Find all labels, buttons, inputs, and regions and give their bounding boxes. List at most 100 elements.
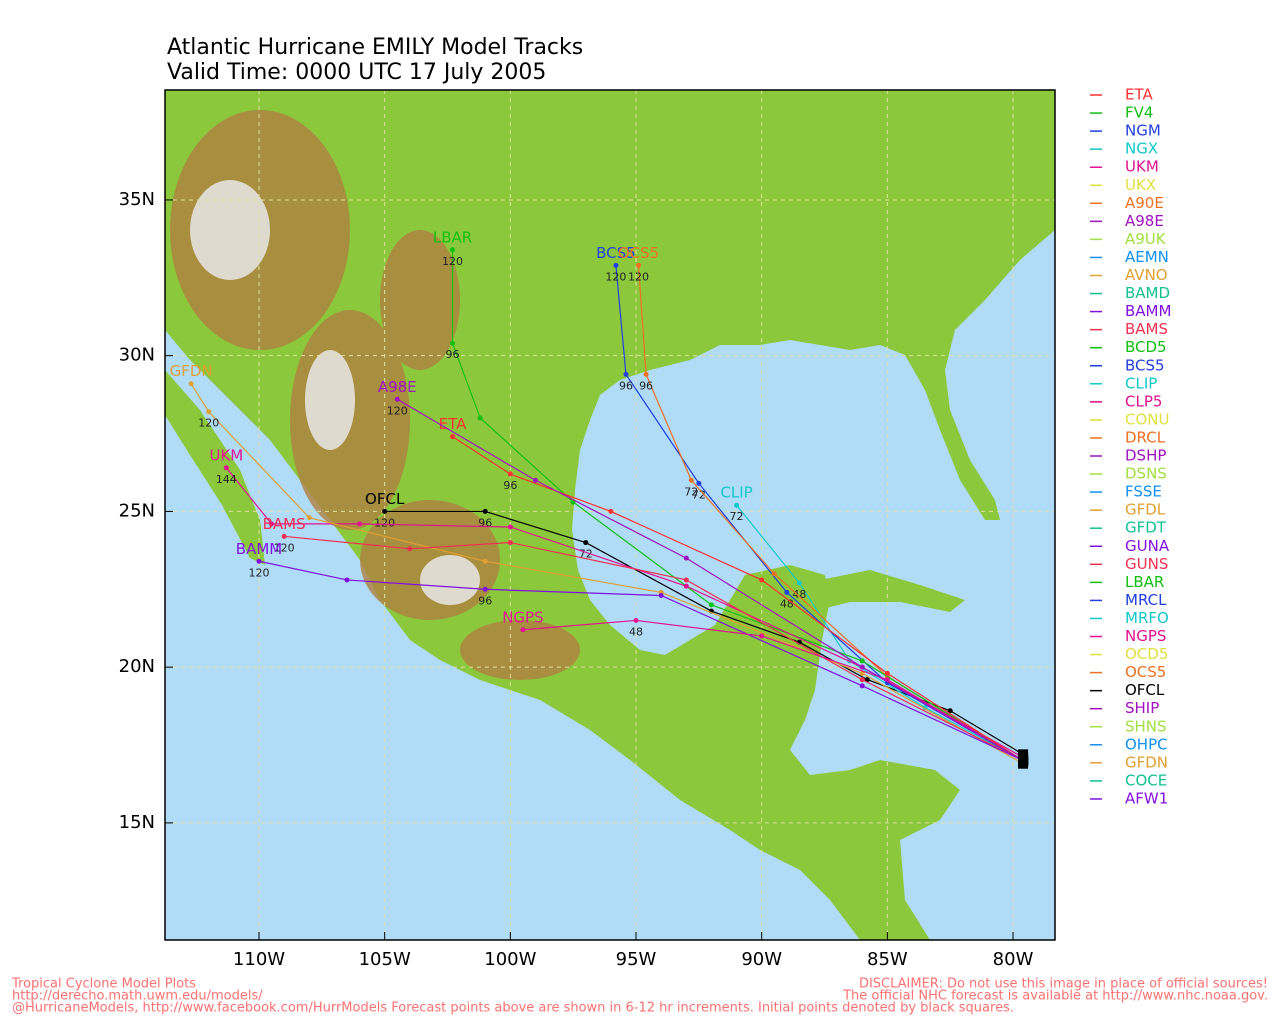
forecast-point bbox=[623, 371, 629, 377]
legend-entry: DSNS bbox=[1125, 465, 1167, 483]
track-label: CLIP bbox=[720, 484, 752, 502]
legend-entry: NGPS bbox=[1125, 627, 1166, 645]
forecast-hour: 48 bbox=[792, 588, 806, 601]
x-tick-label: 90W bbox=[741, 949, 782, 970]
forecast-point bbox=[583, 540, 589, 546]
forecast-point bbox=[859, 670, 865, 676]
title: Atlantic Hurricane EMILY Model Tracks bbox=[167, 35, 583, 60]
track-label: ETA bbox=[439, 415, 467, 433]
legend-entry: CLP5 bbox=[1125, 392, 1162, 410]
forecast-point bbox=[796, 580, 802, 586]
forecast-point bbox=[613, 262, 619, 268]
forecast-point bbox=[608, 508, 614, 514]
track-label: BAMS bbox=[263, 515, 306, 533]
legend-entry: NGM bbox=[1125, 122, 1161, 140]
legend-entry: CONU bbox=[1125, 410, 1169, 428]
legend-entry: MRCL bbox=[1125, 591, 1167, 609]
legend-entry: BAMD bbox=[1125, 284, 1170, 302]
legend-entry: MRFO bbox=[1125, 609, 1169, 627]
footer-right: DISCLAIMER: Do not use this image in pla… bbox=[859, 977, 1268, 992]
forecast-point bbox=[636, 262, 642, 268]
forecast-hour: 120 bbox=[442, 255, 463, 268]
legend-entry: AEMN bbox=[1125, 248, 1169, 266]
legend-entry: SHIP bbox=[1125, 699, 1159, 717]
y-tick-label: 20N bbox=[119, 656, 155, 677]
forecast-point bbox=[683, 555, 689, 561]
forecast-hour: 96 bbox=[503, 479, 517, 492]
forecast-point bbox=[477, 415, 483, 421]
forecast-point bbox=[683, 583, 689, 589]
forecast-point bbox=[859, 664, 865, 670]
forecast-point bbox=[771, 571, 777, 577]
forecast-hour: 72 bbox=[730, 510, 744, 523]
forecast-point bbox=[507, 471, 513, 477]
forecast-hour: 96 bbox=[619, 379, 633, 392]
x-tick-label: 100W bbox=[484, 949, 536, 970]
legend-entry: GFDN bbox=[1125, 753, 1168, 771]
y-tick-label: 15N bbox=[119, 812, 155, 833]
legend-entry: GFDL bbox=[1125, 501, 1166, 519]
forecast-point bbox=[407, 546, 413, 552]
forecast-point bbox=[306, 515, 312, 521]
forecast-point bbox=[683, 577, 689, 583]
subtitle: Valid Time: 0000 UTC 17 July 2005 bbox=[167, 60, 546, 85]
footer-left: @HurricaneModels, http://www.facebook.co… bbox=[12, 1001, 1014, 1016]
forecast-point bbox=[633, 617, 639, 623]
forecast-point bbox=[482, 558, 488, 564]
footer-left: Tropical Cyclone Model Plots bbox=[11, 977, 196, 992]
forecast-point bbox=[884, 670, 890, 676]
x-tick-label: 85W bbox=[867, 949, 908, 970]
forecast-point bbox=[520, 627, 526, 633]
forecast-point bbox=[759, 633, 765, 639]
forecast-point bbox=[482, 586, 488, 592]
legend: ETAFV4NGMNGXUKMUKXA90EA98EA9UKAEMNAVNOBA… bbox=[1090, 86, 1171, 807]
forecast-point bbox=[223, 465, 229, 471]
forecast-point bbox=[188, 381, 194, 387]
legend-entry: OCD5 bbox=[1125, 645, 1168, 663]
y-tick-label: 35N bbox=[119, 189, 155, 210]
legend-entry: COCE bbox=[1125, 771, 1167, 789]
forecast-point bbox=[507, 524, 513, 530]
legend-entry: BCS5 bbox=[1125, 356, 1165, 374]
forecast-hour: 72 bbox=[692, 488, 706, 501]
forecast-point bbox=[643, 371, 649, 377]
track-label: NGPS bbox=[502, 608, 543, 626]
legend-entry: BAMS bbox=[1125, 320, 1168, 338]
legend-entry: BCD5 bbox=[1125, 338, 1167, 356]
legend-entry: AVNO bbox=[1125, 266, 1168, 284]
x-tick-label: 110W bbox=[233, 949, 285, 970]
forecast-hour: 96 bbox=[478, 594, 492, 607]
forecast-hour: 120 bbox=[374, 516, 395, 529]
tracks: 7296120OFCL4872CLIP487296120BCS57296120O… bbox=[170, 228, 1029, 769]
footer-right: The official NHC forecast is available a… bbox=[842, 989, 1268, 1004]
forecast-hour: 48 bbox=[629, 625, 643, 638]
forecast-point bbox=[658, 593, 664, 599]
cuba bbox=[780, 570, 965, 612]
legend-entry: AFW1 bbox=[1125, 789, 1168, 807]
forecast-hour: 144 bbox=[216, 473, 237, 486]
forecast-point bbox=[382, 508, 388, 514]
forecast-point bbox=[344, 577, 350, 583]
legend-entry: FSSE bbox=[1125, 483, 1162, 501]
legend-entry: GUNS bbox=[1125, 555, 1168, 573]
legend-entry: OFCL bbox=[1125, 681, 1165, 699]
footer-left: http://derecho.math.uwm.edu/models/ bbox=[12, 989, 263, 1004]
track-label: BAMM bbox=[236, 540, 282, 558]
model-track bbox=[284, 535, 1024, 762]
forecast-point bbox=[482, 508, 488, 514]
forecast-point bbox=[256, 558, 262, 564]
forecast-hour: 120 bbox=[605, 270, 626, 283]
y-tick-label: 30N bbox=[119, 345, 155, 366]
forecast-point bbox=[450, 434, 456, 440]
forecast-point bbox=[708, 602, 714, 608]
forecast-point bbox=[357, 521, 363, 527]
forecast-point bbox=[269, 521, 275, 527]
forecast-point bbox=[696, 480, 702, 486]
grid bbox=[165, 90, 1055, 940]
track-label: OCS5 bbox=[618, 244, 659, 262]
legend-entry: NGX bbox=[1125, 140, 1158, 158]
forecast-point bbox=[947, 708, 953, 714]
legend-entry: A98E bbox=[1125, 212, 1164, 230]
forecast-hour: 120 bbox=[387, 404, 408, 417]
